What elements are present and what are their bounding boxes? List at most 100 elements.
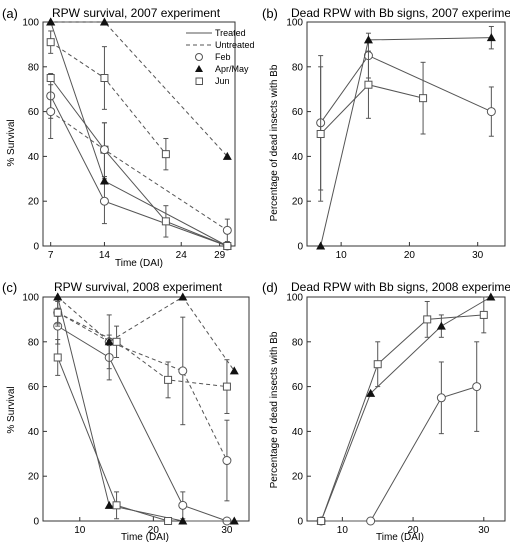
panel-a-series-feb-untreated bbox=[46, 84, 232, 243]
panel-c-series-aprmay-treated bbox=[53, 292, 239, 525]
panel-a-series-feb-untreated-point bbox=[99, 145, 109, 155]
panel-c-series-jun-untreated-point bbox=[222, 382, 231, 391]
panel-d-ytick-label: 0 bbox=[297, 517, 303, 528]
panel-a-series-jun-treated-line bbox=[50, 77, 228, 247]
panel-c-series-aprmay-treated-point bbox=[104, 500, 114, 509]
panel-c-xtick-label: 10 bbox=[74, 525, 86, 536]
panel-c-series-aprmay-untreated-line bbox=[57, 296, 235, 372]
panel-a-xtick-label: 14 bbox=[99, 250, 111, 261]
panel-a-label: (a) bbox=[2, 6, 18, 21]
panel-b-title: Dead RPW with Bb signs, 2007 experiment bbox=[291, 6, 510, 20]
legend-feb-marker bbox=[195, 53, 203, 61]
panel-a-series-aprmay-untreated-point bbox=[99, 17, 109, 26]
panel-d-ylabel: Percentage of dead insects with Bb bbox=[269, 331, 280, 488]
panel-a-xlabel: Time (DAI) bbox=[115, 258, 163, 269]
panel-c-xlabel: Time (DAI) bbox=[121, 532, 169, 543]
panel-b-series-jun-point bbox=[364, 80, 373, 89]
panel-b-series-aprmay-line bbox=[320, 37, 492, 247]
legend-feb-label: Feb bbox=[215, 52, 231, 62]
panel-b-ytick-label: 80 bbox=[292, 62, 304, 73]
panel-b-ytick-label: 60 bbox=[292, 107, 304, 118]
panel-c-ytick-label: 20 bbox=[28, 472, 40, 483]
panel-b-label: (b) bbox=[262, 6, 278, 21]
panel-b-series-feb-line bbox=[320, 54, 492, 124]
panel-c-series-aprmay-treated-point bbox=[178, 516, 188, 525]
panel-c-series-jun-treated bbox=[53, 339, 173, 525]
panel-c-series-jun-untreated-point bbox=[112, 337, 121, 346]
panel-d-series-jun bbox=[317, 296, 488, 525]
panel-a-ytick-label: 20 bbox=[28, 197, 40, 208]
panel-a-title: RPW survival, 2007 experiment bbox=[52, 6, 221, 20]
panel-a-series-jun-untreated-point bbox=[100, 74, 109, 82]
panel-c-series-aprmay-untreated-point bbox=[178, 292, 188, 301]
panel-a-series-feb-untreated-point bbox=[46, 107, 56, 117]
panel-d-series-feb-point bbox=[472, 382, 482, 392]
panel-b-ytick-label: 0 bbox=[297, 242, 303, 253]
panel-a-series-jun-untreated bbox=[46, 30, 170, 171]
panel-c-series-feb-treated bbox=[53, 307, 232, 526]
panel-c-xtick-label: 30 bbox=[221, 525, 233, 536]
panel-d-ytick-label: 60 bbox=[292, 382, 304, 393]
panel-d-xlabel: Time (DAI) bbox=[376, 532, 424, 543]
panel-c-series-feb-treated-point bbox=[178, 500, 188, 510]
panel-a-series-aprmay-untreated bbox=[46, 17, 232, 160]
panel-c-series-feb-untreated-point bbox=[222, 456, 232, 466]
panel-c-series-jun-untreated-point bbox=[53, 308, 62, 317]
panel-b-series-feb bbox=[316, 32, 496, 191]
panel-a-series-jun-treated-point bbox=[161, 217, 170, 226]
panel-c-ylabel: % Survival bbox=[6, 386, 17, 433]
panel-a-xtick-label: 29 bbox=[214, 250, 226, 261]
panel-b-series-aprmay-point bbox=[316, 241, 326, 250]
panel-a-ytick-label: 60 bbox=[28, 107, 40, 118]
panel-a-series-aprmay-untreated-line bbox=[50, 21, 228, 157]
panel-d-xtick-label: 10 bbox=[337, 525, 349, 536]
panel-c-series-jun-treated-point bbox=[164, 517, 173, 525]
panel-a-xtick-label: 24 bbox=[176, 250, 188, 261]
panel-c-series-jun-treated-line bbox=[57, 357, 169, 522]
panel-b-xtick-label: 20 bbox=[404, 250, 416, 261]
legend: Treated Untreated Feb Apr/May Jun bbox=[186, 28, 255, 86]
panel-c-series-aprmay-untreated bbox=[53, 292, 239, 375]
panel-a-xtick-label: 7 bbox=[48, 250, 54, 261]
panel-a-ytick-label: 80 bbox=[28, 62, 40, 73]
panel-a-series-aprmay-untreated-point bbox=[222, 151, 232, 160]
panel-c-ytick-label: 60 bbox=[28, 382, 40, 393]
panel-a-series-jun-treated-point bbox=[223, 242, 232, 250]
panel-c-ytick-label: 100 bbox=[22, 293, 39, 304]
panel-b-series-aprmay-point bbox=[486, 33, 496, 42]
panel-b-ytick-label: 20 bbox=[292, 197, 304, 208]
panel-d-series-aprmay-point bbox=[486, 292, 496, 301]
panel-b-xtick-label: 30 bbox=[472, 250, 484, 261]
panel-c-xtick-label: 20 bbox=[148, 525, 160, 536]
panel-c-title: RPW survival, 2008 experiment bbox=[54, 280, 223, 294]
panel-d-series-feb-point bbox=[436, 393, 446, 403]
panel-a-series-jun-untreated-point bbox=[46, 38, 55, 47]
panel-d-series-jun-line bbox=[320, 314, 484, 522]
panel-c-label: (c) bbox=[2, 280, 17, 295]
panel-b-xtick-label: 10 bbox=[336, 250, 348, 261]
panel-d-series-aprmay-point bbox=[366, 388, 376, 397]
panel-b-series-aprmay-point bbox=[363, 35, 373, 44]
panel-a-series-aprmay-treated-point bbox=[99, 176, 109, 185]
panel-d-ytick-label: 100 bbox=[286, 293, 303, 304]
panel-a-plot-frame bbox=[42, 21, 236, 247]
panel-b-series-jun-point bbox=[419, 94, 428, 103]
panel-c-series-jun-untreated-line bbox=[57, 312, 227, 388]
panel-c-ytick-label: 0 bbox=[33, 517, 39, 528]
panel-c-ytick-label: 40 bbox=[28, 427, 40, 438]
panel-c-series-jun-untreated-point bbox=[164, 375, 173, 384]
panel-d-label: (d) bbox=[262, 280, 278, 295]
panel-d-series-aprmay-point bbox=[436, 321, 446, 330]
panel-c-series-aprmay-untreated-point bbox=[53, 292, 63, 301]
panel-d-series-feb bbox=[316, 341, 482, 526]
legend-jun-marker bbox=[195, 77, 203, 85]
panel-d-series-aprmay bbox=[316, 292, 496, 525]
panel-a-series-feb-untreated-line bbox=[50, 111, 228, 231]
panel-b-plot-frame bbox=[306, 21, 506, 247]
panel-a-series-feb-treated-line bbox=[50, 95, 228, 247]
panel-b-ylabel: Percentage of dead insects with Bb bbox=[269, 64, 280, 221]
panel-d-xtick-label: 30 bbox=[478, 525, 490, 536]
panel-b-series-feb-point bbox=[486, 107, 496, 117]
panel-c-series-feb-treated-line bbox=[57, 325, 228, 522]
panel-c-series-aprmay-untreated-point bbox=[229, 366, 239, 375]
